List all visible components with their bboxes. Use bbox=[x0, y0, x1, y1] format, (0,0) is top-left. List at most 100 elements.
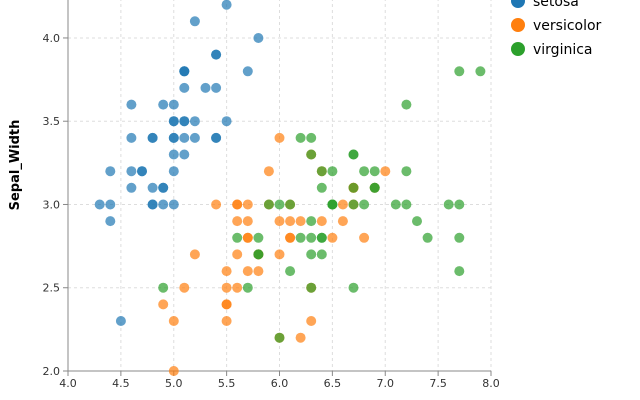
versicolor-point bbox=[232, 216, 243, 227]
x-tick-label: 4.0 bbox=[59, 377, 77, 390]
setosa-point bbox=[221, 116, 232, 127]
virginica-point bbox=[253, 249, 264, 260]
x-tick-label: 7.5 bbox=[429, 377, 447, 390]
virginica-point bbox=[295, 232, 306, 243]
legend-swatch-virginica bbox=[511, 42, 525, 56]
x-tick-label: 5.0 bbox=[165, 377, 183, 390]
setosa-point bbox=[147, 182, 158, 193]
x-tick-label: 6.5 bbox=[324, 377, 342, 390]
virginica-point bbox=[306, 232, 317, 243]
setosa-point bbox=[189, 132, 200, 143]
x-tick-label: 5.5 bbox=[218, 377, 236, 390]
y-tick-label: 3.5 bbox=[43, 115, 61, 128]
setosa-point bbox=[126, 99, 137, 110]
x-axis: 4.0 4.5 5.0 5.5 6.0 6.5 7.0 7.5 8.0 bbox=[59, 370, 500, 390]
versicolor-point bbox=[189, 249, 200, 260]
virginica-point bbox=[306, 149, 317, 160]
setosa-point bbox=[126, 132, 137, 143]
y-axis-title: Sepal_Width bbox=[8, 120, 23, 211]
versicolor-point bbox=[232, 282, 243, 293]
setosa-point bbox=[158, 199, 169, 210]
versicolor-point bbox=[274, 216, 285, 227]
versicolor-point bbox=[316, 216, 327, 227]
virginica-point bbox=[327, 199, 338, 210]
versicolor-point bbox=[221, 316, 232, 326]
setosa-point bbox=[147, 132, 158, 143]
virginica-point bbox=[274, 199, 285, 210]
versicolor-point bbox=[232, 249, 243, 260]
setosa-point bbox=[126, 182, 137, 193]
versicolor-point bbox=[221, 299, 232, 310]
versicolor-point bbox=[211, 199, 222, 210]
virginica-point bbox=[242, 282, 253, 293]
virginica-point bbox=[454, 66, 465, 77]
virginica-point bbox=[422, 232, 433, 243]
virginica-point bbox=[285, 266, 296, 277]
virginica-point bbox=[475, 66, 486, 77]
setosa-point bbox=[179, 66, 190, 77]
versicolor-point bbox=[274, 132, 285, 143]
virginica-point bbox=[306, 249, 317, 260]
versicolor-point bbox=[253, 266, 264, 277]
legend: setosa versicolor virginica bbox=[511, 0, 602, 58]
legend-label-virginica: virginica bbox=[533, 42, 593, 58]
setosa-point bbox=[105, 216, 116, 227]
virginica-point bbox=[454, 199, 465, 210]
virginica-point bbox=[295, 132, 306, 143]
virginica-point bbox=[401, 166, 412, 177]
setosa-point bbox=[94, 199, 105, 210]
versicolor-point bbox=[337, 216, 348, 227]
setosa-point bbox=[115, 316, 126, 326]
versicolor-point bbox=[285, 232, 296, 243]
virginica-point bbox=[454, 232, 465, 243]
versicolor-point bbox=[242, 266, 253, 277]
y-axis: 2.0 2.5 3.0 3.5 4.0 bbox=[43, 0, 69, 378]
setosa-point bbox=[189, 16, 200, 27]
versicolor-point bbox=[380, 166, 391, 177]
setosa-point bbox=[168, 166, 179, 177]
setosa-point bbox=[168, 149, 179, 160]
versicolor-point bbox=[295, 332, 306, 343]
legend-label-setosa: setosa bbox=[533, 0, 579, 10]
versicolor-point bbox=[242, 216, 253, 227]
y-tick-label: 4.0 bbox=[43, 32, 61, 45]
versicolor-point bbox=[221, 282, 232, 293]
x-tick-label: 6.0 bbox=[271, 377, 289, 390]
setosa-point bbox=[189, 116, 200, 127]
setosa-point bbox=[179, 149, 190, 160]
setosa-point bbox=[105, 199, 116, 210]
virginica-point bbox=[348, 182, 359, 193]
legend-swatch-versicolor bbox=[511, 18, 525, 32]
versicolor-point bbox=[274, 249, 285, 260]
virginica-point bbox=[401, 199, 412, 210]
virginica-point bbox=[306, 216, 317, 227]
setosa-point bbox=[211, 132, 222, 143]
setosa-point bbox=[158, 182, 169, 193]
setosa-point bbox=[242, 66, 253, 77]
versicolor-point bbox=[168, 366, 179, 376]
versicolor-point bbox=[232, 199, 243, 210]
setosa-point bbox=[179, 82, 190, 93]
versicolor-point bbox=[179, 282, 190, 293]
virginica-point bbox=[401, 99, 412, 110]
setosa-point bbox=[168, 99, 179, 110]
virginica-point bbox=[306, 132, 317, 143]
setosa-point bbox=[158, 99, 169, 110]
setosa-point bbox=[211, 49, 222, 60]
versicolor-point bbox=[306, 316, 317, 326]
setosa-point bbox=[147, 199, 158, 210]
setosa-point bbox=[137, 166, 147, 177]
versicolor-point bbox=[285, 216, 296, 227]
setosa-point bbox=[168, 116, 179, 127]
virginica-point bbox=[327, 166, 338, 177]
virginica-point bbox=[316, 166, 327, 177]
setosa-point bbox=[179, 116, 190, 127]
virginica-point bbox=[263, 199, 274, 210]
virginica-point bbox=[232, 232, 243, 243]
x-tick-label: 7.0 bbox=[377, 377, 395, 390]
virginica-point bbox=[348, 282, 359, 293]
virginica-point bbox=[285, 199, 296, 210]
setosa-point bbox=[126, 166, 137, 177]
versicolor-point bbox=[221, 266, 232, 277]
